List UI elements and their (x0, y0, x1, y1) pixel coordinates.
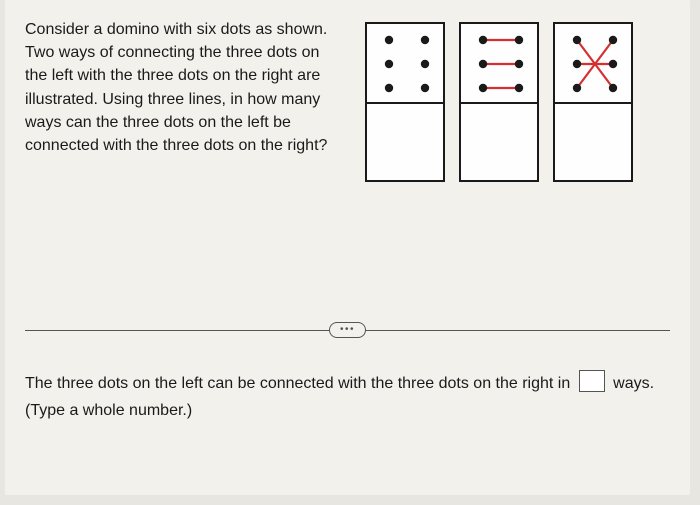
answer-hint: (Type a whole number.) (25, 402, 192, 419)
dot (609, 36, 617, 44)
dot (479, 84, 487, 92)
dot (515, 84, 523, 92)
answer-sentence-pre: The three dots on the left can be connec… (25, 375, 570, 392)
dot (515, 60, 523, 68)
dot (385, 36, 393, 44)
domino-1 (459, 22, 539, 182)
dot (421, 60, 429, 68)
dot (385, 84, 393, 92)
answer-input[interactable] (579, 370, 605, 392)
answer-block: The three dots on the left can be connec… (25, 370, 670, 424)
dot (385, 60, 393, 68)
dot (421, 84, 429, 92)
dot (573, 84, 581, 92)
divider-line-left (25, 330, 330, 331)
expand-ellipsis[interactable]: ••• (329, 322, 366, 338)
dot (421, 36, 429, 44)
dot (479, 60, 487, 68)
dot (609, 60, 617, 68)
domino-2 (553, 22, 633, 182)
dot (515, 36, 523, 44)
top-row: Consider a domino with six dots as shown… (25, 18, 670, 182)
dot (479, 36, 487, 44)
question-text: Consider a domino with six dots as shown… (25, 18, 335, 182)
answer-sentence-post: ways. (613, 375, 654, 392)
dominoes-figure (365, 22, 633, 182)
divider-line-right (365, 330, 670, 331)
divider: ••• (25, 322, 670, 338)
dot (573, 60, 581, 68)
domino-0 (365, 22, 445, 182)
dot (609, 84, 617, 92)
question-panel: Consider a domino with six dots as shown… (5, 0, 690, 495)
dot (573, 36, 581, 44)
